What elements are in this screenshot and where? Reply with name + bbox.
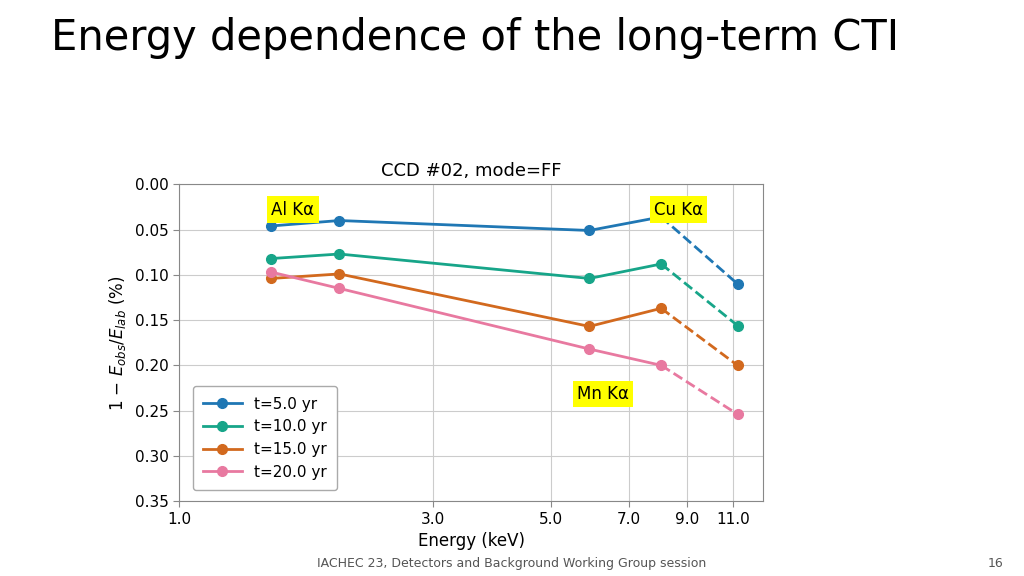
Legend: t=5.0 yr, t=10.0 yr, t=15.0 yr, t=20.0 yr: t=5.0 yr, t=10.0 yr, t=15.0 yr, t=20.0 y… [193,386,337,490]
Line: t=20.0 yr: t=20.0 yr [266,267,666,370]
X-axis label: Energy (keV): Energy (keV) [418,532,524,550]
t=20.0 yr [333,285,345,292]
t=15.0 yr [333,271,345,278]
Line: t=5.0 yr: t=5.0 yr [266,212,666,236]
t=10.0 yr [265,255,278,262]
Line: t=10.0 yr: t=10.0 yr [266,249,666,283]
t=15.0 yr [584,323,596,330]
t=15.0 yr [265,275,278,282]
Title: CCD #02, mode=FF: CCD #02, mode=FF [381,162,561,180]
t=5.0 yr [333,217,345,224]
t=5.0 yr [265,222,278,229]
Text: Mn Kα: Mn Kα [578,385,629,403]
Text: Al Kα: Al Kα [271,200,314,219]
t=20.0 yr [584,346,596,353]
Text: Energy dependence of the long-term CTI: Energy dependence of the long-term CTI [51,17,899,59]
t=20.0 yr [655,362,668,369]
Text: IACHEC 23, Detectors and Background Working Group session: IACHEC 23, Detectors and Background Work… [317,557,707,570]
t=10.0 yr [333,251,345,257]
t=5.0 yr [655,214,668,221]
Text: 16: 16 [988,557,1004,570]
Text: Cu Kα: Cu Kα [654,200,702,219]
Y-axis label: 1 $-$ $E_{obs}/E_{lab}$ (%): 1 $-$ $E_{obs}/E_{lab}$ (%) [106,275,128,411]
t=10.0 yr [655,260,668,267]
t=10.0 yr [584,275,596,282]
t=15.0 yr [655,305,668,312]
t=20.0 yr [265,268,278,275]
t=5.0 yr [584,227,596,234]
Line: t=15.0 yr: t=15.0 yr [266,269,666,331]
